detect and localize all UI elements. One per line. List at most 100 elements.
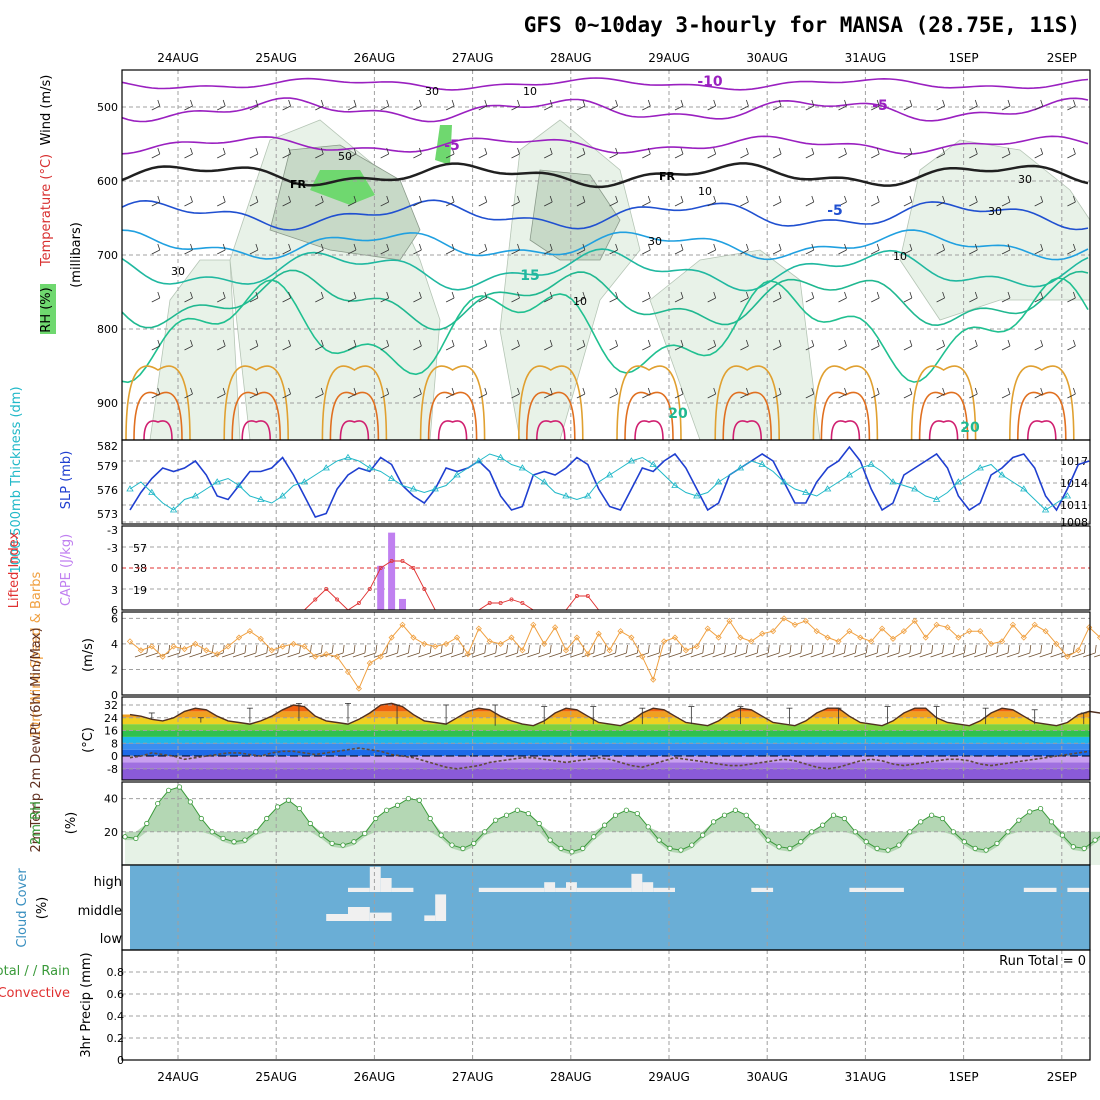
- cloud-cover-bar: [555, 887, 566, 892]
- temp-band: [122, 703, 1090, 705]
- wind-barb: [969, 147, 978, 159]
- wind-speed-marker: [879, 625, 886, 632]
- wind-barb: [1034, 99, 1044, 111]
- wind-speed-marker: [432, 643, 439, 650]
- lifted-index-marker: [356, 601, 361, 605]
- wind-barb: [936, 291, 945, 303]
- wind-barb: [413, 243, 422, 255]
- rh2m-marker: [918, 819, 924, 825]
- surface-wind-barb: [1028, 644, 1043, 658]
- cloud-level-label: middle: [78, 904, 122, 919]
- wind-barb: [249, 243, 259, 255]
- wind-barb: [282, 243, 291, 255]
- freezing-level-label: FR: [290, 178, 307, 191]
- rh2m-tick-label: 20: [104, 826, 118, 839]
- surface-wind-barb: [875, 644, 890, 658]
- wind-barb: [1067, 291, 1076, 303]
- wind-barb: [217, 243, 226, 255]
- rh2m-unit-label: (%): [64, 812, 79, 835]
- wind-speed-marker: [530, 621, 537, 628]
- surface-wind-barb: [832, 644, 846, 658]
- temperature-axis-label: Temperature (°C): [39, 154, 54, 267]
- wind-barb: [1001, 147, 1011, 159]
- temp-band: [122, 724, 1090, 731]
- wind-barb: [576, 291, 586, 303]
- thickness-marker: [780, 478, 788, 485]
- wind-barb: [871, 291, 880, 303]
- rh2m-marker: [133, 835, 139, 842]
- cloud-cover-bar: [478, 887, 545, 892]
- wind-barb: [217, 99, 226, 111]
- wind-barb: [511, 291, 520, 303]
- wind-barb: [184, 99, 193, 111]
- surface-wind-barb: [1093, 654, 1100, 658]
- wind-barb: [805, 291, 815, 303]
- rh2m-marker: [492, 817, 499, 823]
- wind-barb: [1067, 195, 1076, 207]
- wind-speed-marker: [235, 634, 243, 641]
- temp-band: [122, 756, 1090, 763]
- wind-speed-marker: [421, 640, 428, 647]
- wind-barb: [936, 99, 945, 111]
- rh-contour-label: 30: [1018, 173, 1032, 186]
- rh2m-marker: [710, 819, 717, 825]
- surface-wind-barb: [636, 644, 650, 658]
- precip-convective-label: Convective: [0, 986, 70, 1001]
- wind-barb: [707, 387, 717, 399]
- warm-contour-arch: [732, 420, 762, 441]
- surface-wind-barb: [1006, 644, 1021, 658]
- panel-frame: [121, 949, 1091, 1061]
- wind-barb: [380, 291, 390, 303]
- temp-tick-label: -8: [107, 763, 118, 776]
- wind-barb: [740, 339, 749, 351]
- temp-tick-label: 16: [104, 725, 118, 738]
- wind-barb: [445, 243, 455, 255]
- rh2m-marker: [416, 797, 422, 803]
- wind-speed-marker: [780, 615, 788, 622]
- wind-speed-marker: [802, 617, 809, 625]
- thickness-marker: [235, 481, 243, 488]
- surface-wind-barb: [527, 644, 541, 658]
- surface-wind-barb: [734, 644, 748, 658]
- rh2m-marker: [155, 800, 161, 807]
- thickness-marker: [278, 492, 287, 499]
- wind-barb: [151, 243, 161, 255]
- date-label-top: 31AUG: [845, 51, 887, 65]
- wind-barb: [642, 339, 651, 351]
- wind-barb: [903, 147, 913, 159]
- thickness-marker: [845, 471, 854, 478]
- surface-wind-barb: [494, 644, 508, 658]
- wind-barb: [282, 195, 291, 207]
- wind-barb: [217, 195, 226, 207]
- rh2m-marker: [580, 845, 586, 852]
- wind-barb: [445, 339, 455, 351]
- rh2m-marker: [950, 829, 957, 835]
- wind-tick-label: 2: [111, 663, 118, 676]
- wind-barb: [544, 243, 553, 255]
- surface-wind-barb: [952, 644, 966, 658]
- temp-band: [122, 762, 1090, 769]
- thickness-marker: [257, 495, 265, 502]
- wind-barb: [478, 291, 488, 303]
- rh-shading: [899, 139, 1091, 321]
- warm-contour-arch: [339, 420, 370, 441]
- wind-barb: [838, 339, 847, 351]
- cloud-cover-bar: [380, 878, 392, 892]
- wind-barb: [478, 147, 488, 159]
- surface-wind-barb: [919, 644, 934, 658]
- surface-wind-barb: [429, 644, 443, 658]
- warm-contour-arch: [125, 365, 191, 441]
- wind-speed-marker: [639, 653, 646, 660]
- thickness-marker: [584, 492, 592, 499]
- rh2m-marker: [1081, 845, 1087, 852]
- wind-barb: [478, 99, 488, 111]
- lifted-index-marker: [487, 601, 492, 605]
- wind-speed-marker: [1053, 640, 1060, 647]
- wind-barb: [380, 99, 390, 111]
- temp-band: [122, 768, 1090, 780]
- temperature-contour: [121, 248, 1089, 292]
- wind-barb: [805, 387, 815, 399]
- rh2m-marker: [885, 847, 891, 853]
- wind-barb: [1034, 339, 1044, 351]
- cloud-cover-bar: [369, 912, 392, 921]
